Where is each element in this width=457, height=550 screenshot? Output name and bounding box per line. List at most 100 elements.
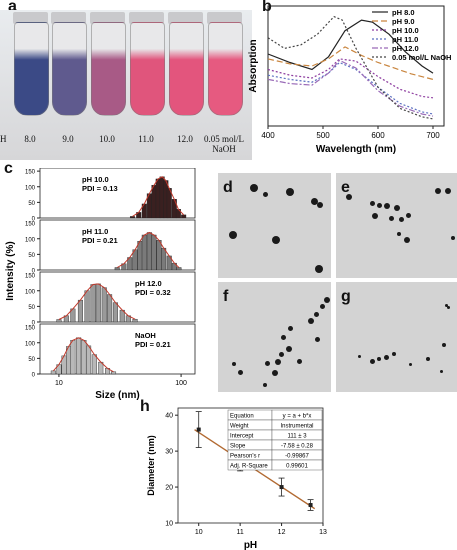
y-axis-label: Diameter (nm) (146, 435, 156, 496)
y-tick-label: 0 (32, 321, 36, 327)
nanoparticle (377, 356, 382, 361)
nanoparticle (442, 342, 447, 347)
x-axis-label: Size (nm) (95, 390, 139, 400)
table-value: y = a + b*x (283, 414, 312, 420)
tube-label: 0.05 mol/L NaOH (204, 134, 244, 154)
series-line (267, 58, 434, 99)
nanoparticle (229, 230, 238, 239)
sample-tube (169, 22, 204, 116)
legend-label: pH 12.0 (392, 44, 419, 53)
sample-label: pH 11.0 (82, 227, 108, 236)
tem-image-e: e (336, 173, 457, 278)
y-tick-label: 50 (28, 201, 35, 207)
tem-image-d: d (218, 173, 331, 278)
legend-label: pH 10.0 (392, 26, 419, 35)
nanoparticle (315, 265, 324, 274)
panel-label-g: g (341, 288, 351, 305)
y-tick-label: 30 (165, 449, 173, 456)
sample-label: pH 10.0 (82, 175, 109, 184)
tube-label: 9.0 (62, 134, 74, 144)
tube-cap (51, 12, 86, 24)
tem-image-g: g (336, 282, 457, 392)
nanoparticle (403, 237, 410, 244)
y-tick-label: 20 (165, 485, 173, 492)
nanoparticle (324, 297, 331, 304)
uv-vis-chart: 400 500 600 700 Wavelength (nm) Absorption pH … (248, 5, 451, 155)
legend-label: pH 11.0 (392, 35, 418, 44)
table-value: -7.58 ± 0.28 (281, 444, 314, 450)
nanoparticle (263, 383, 268, 388)
y-tick-label: 40 (165, 413, 173, 420)
ph-caption: pH (0, 134, 7, 144)
series-line (267, 46, 434, 80)
series-line (267, 15, 434, 120)
table-key: Weight (230, 424, 249, 430)
histogram-bar (76, 337, 82, 375)
tube-cap (13, 12, 48, 24)
nanoparticle (345, 194, 352, 200)
histogram-bar (114, 267, 120, 271)
histogram-bar (141, 234, 147, 271)
x-tick-label: 11 (237, 529, 244, 536)
panel-label-a: a (8, 0, 17, 15)
y-tick-label: 10 (165, 521, 173, 528)
nanoparticle (314, 311, 320, 317)
y-tick-label: 150 (25, 170, 36, 176)
x-tick-label: 400 (261, 131, 275, 140)
nanoparticle (369, 201, 375, 207)
nanoparticle (274, 359, 281, 365)
x-tick-label: 10 (195, 529, 203, 536)
data-point (279, 485, 284, 490)
nanoparticle (297, 359, 303, 364)
nanoparticle (272, 370, 279, 376)
nanoparticle (377, 203, 383, 209)
x-axis-label: pH (244, 540, 257, 550)
pdi-label: PDI = 0.21 (82, 236, 118, 245)
histogram-bar (91, 354, 97, 375)
series-line (267, 61, 434, 115)
panel-label-b: b (262, 0, 272, 15)
sample-tube (52, 22, 87, 116)
nanoparticle (389, 216, 395, 222)
tube-cap (129, 12, 164, 24)
subplot-frame (39, 323, 196, 375)
histogram-bar (156, 240, 162, 271)
subplot-frame (39, 168, 196, 219)
nanoparticle (450, 236, 455, 240)
histogram-bar (132, 318, 138, 323)
y-tick-label: 150 (25, 222, 36, 228)
table-value: 111 ± 3 (287, 434, 307, 440)
y-tick-label: 50 (28, 305, 35, 311)
x-tick-label: 12 (278, 529, 286, 536)
table-value: Instrumental (280, 424, 313, 430)
x-tick-label: 10 (55, 380, 63, 387)
nanoparticle (288, 326, 294, 331)
nanoparticle (263, 191, 269, 197)
fit-curve (116, 231, 180, 268)
histogram-bar (181, 214, 187, 219)
histogram-bar (50, 370, 56, 375)
data-point (308, 503, 313, 508)
y-tick-label: 150 (25, 326, 36, 332)
panel-label-c: c (4, 160, 13, 177)
fit-curve (58, 283, 136, 320)
histogram-bar (151, 234, 157, 271)
nanoparticle (444, 187, 451, 194)
series-line (267, 59, 434, 117)
histogram-bar (70, 340, 76, 375)
x-tick-label: 100 (175, 380, 187, 387)
table-key: Pearson's r (230, 454, 260, 460)
table-key: Equation (230, 414, 254, 420)
pdi-label: PDI = 0.21 (135, 340, 171, 349)
nanoparticle (372, 212, 379, 219)
histogram-bar (77, 299, 83, 323)
panel-label-h: h (140, 398, 150, 415)
nanoparticle (435, 187, 442, 194)
nanoparticle (315, 337, 321, 342)
histogram-bar (101, 287, 107, 323)
nanoparticle (408, 363, 412, 367)
nanoparticle (265, 361, 271, 367)
sample-tube (130, 22, 165, 116)
nanoparticle (231, 362, 236, 367)
x-tick-label: 500 (316, 131, 330, 140)
